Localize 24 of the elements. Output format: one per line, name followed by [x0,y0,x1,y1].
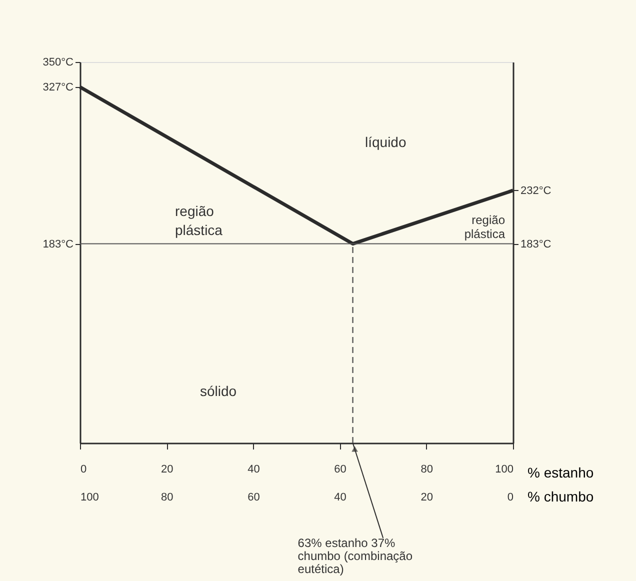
x2-tick-label: 80 [160,492,174,504]
x2-axis-title: % chumbo [528,488,594,504]
x-axis-title: % estanho [528,464,594,480]
x-tick-label: 40 [248,464,260,476]
x-tick-label: 100 [495,464,514,476]
annotation: líquido [365,134,406,150]
annotation: região plástica [175,203,223,238]
annotation: região plástica [464,213,506,241]
annotation: sólido [200,383,237,399]
x2-tick-label: 0 [507,492,514,504]
y2-tick-label: 183°C [520,238,552,250]
x-tick-label: 20 [160,464,174,476]
x2-tick-label: 60 [248,492,260,504]
annotation: 63% estanho 37% chumbo (combinação eutética) [298,536,413,576]
x-tick-label: 80 [420,464,434,476]
y-tick-label: 183°C [42,238,74,250]
x2-tick-label: 20 [420,492,434,504]
x-tick-label: 0 [80,464,87,476]
y-tick-label: 327°C [42,82,74,94]
x2-tick-label: 40 [334,492,346,504]
y-tick-label: 350°C [42,56,74,68]
x2-tick-label: 100 [80,492,99,504]
x-tick-label: 60 [334,464,346,476]
y2-tick-label: 232°C [520,184,552,197]
